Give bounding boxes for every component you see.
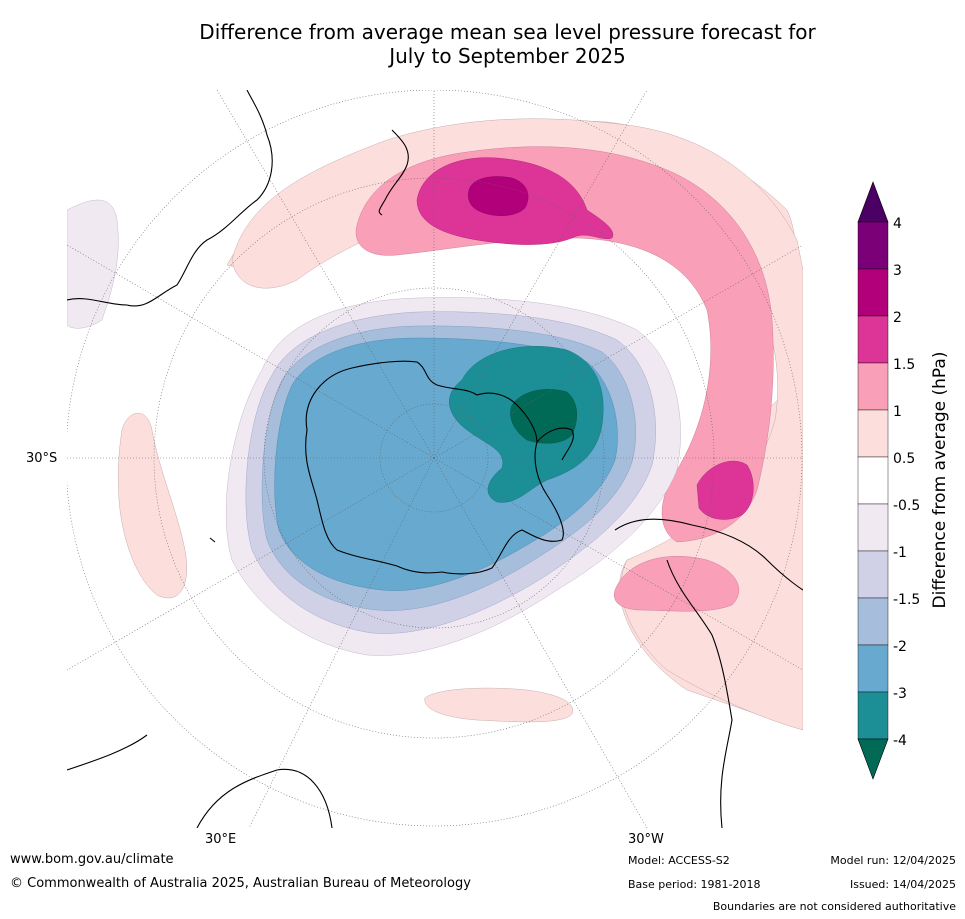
footer-model-run: Model run: 12/04/2025 xyxy=(830,854,956,867)
colorbar-band-3-to-4 xyxy=(857,221,889,270)
positive-anomaly-2.0-region xyxy=(468,176,529,216)
positive-anomaly-0.5-south xyxy=(424,687,573,723)
antarctic-peninsula xyxy=(536,427,574,461)
colorbar-tick-neg-1.5: -1.5 xyxy=(893,592,921,608)
colorbar-extend-bottom xyxy=(857,738,889,780)
colorbar-extend-top xyxy=(857,181,889,223)
footer-url: www.bom.gov.au/climate xyxy=(10,852,174,867)
graticule xyxy=(67,90,803,828)
positive-anomaly-1.5-atlantic xyxy=(696,460,754,520)
colorbar-tick-1.5: 1.5 xyxy=(893,357,916,373)
map-title: Difference from average mean sea level p… xyxy=(0,20,965,68)
footer-copyright: © Commonwealth of Australia 2025, Austra… xyxy=(10,876,471,891)
australia-coast xyxy=(67,90,273,307)
colorbar-tick-neg-4: -4 xyxy=(893,733,907,749)
colorbar-tick-neg-0.5: -0.5 xyxy=(893,498,921,514)
colorbar-band-neg-3-to-neg-4 xyxy=(857,691,889,740)
south-america-coast xyxy=(614,518,803,828)
positive-anomaly-0.5-indian xyxy=(118,412,187,599)
colorbar-band-neg-1-to-neg-1.5 xyxy=(857,550,889,599)
colorbar-tick-4: 4 xyxy=(893,216,902,232)
footer-base-period: Base period: 1981-2018 xyxy=(628,878,761,891)
footer-boundaries: Boundaries are not considered authoritat… xyxy=(712,900,956,913)
colorbar-tick-neg-2: -2 xyxy=(893,639,907,655)
colorbar-band-1.5-to-2 xyxy=(857,315,889,364)
title-line-1: Difference from average mean sea level p… xyxy=(199,20,816,44)
madagascar-coast xyxy=(209,537,216,543)
colorbar-band-neg-1.5-to-neg-2 xyxy=(857,597,889,646)
coastlines xyxy=(67,90,803,828)
colorbar-tick-0.5: 0.5 xyxy=(893,451,916,467)
colorbar-band-1-to-1.5 xyxy=(857,362,889,411)
longitude-label-30e: 30°E xyxy=(205,832,237,847)
footer-issued: Issued: 14/04/2025 xyxy=(849,878,956,891)
colorbar-band-neg-2-to-neg-3 xyxy=(857,644,889,693)
antarctica-coast xyxy=(305,360,564,575)
colorbar-tick-neg-1: -1 xyxy=(893,545,907,561)
colorbar-tick-3: 3 xyxy=(893,263,902,279)
longitude-label-30w: 30°W xyxy=(628,832,664,847)
colorbar-tick-1: 1 xyxy=(893,404,902,420)
colorbar-band-2-to-3 xyxy=(857,268,889,317)
colorbar-tick-2: 2 xyxy=(893,310,902,326)
new-zealand-coast xyxy=(378,129,409,216)
title-line-2: July to September 2025 xyxy=(389,44,626,68)
negative-anomaly-4.0-region xyxy=(510,389,577,444)
pressure-anomaly-map xyxy=(67,90,803,828)
colorbar-band-neg-0.5-to-neg-1 xyxy=(857,503,889,552)
colorbar-tick-neg-3: -3 xyxy=(893,686,907,702)
negative-anomaly-0.5-west xyxy=(67,199,119,329)
africa-coast xyxy=(67,734,333,828)
colorbar-band-neutral xyxy=(857,456,889,505)
footer-model: Model: ACCESS-S2 xyxy=(628,854,730,867)
colorbar xyxy=(857,181,889,780)
latitude-label-30s: 30°S xyxy=(26,451,58,466)
colorbar-label: Difference from average (hPa) xyxy=(930,351,950,609)
positive-anomaly-1.0-samerica xyxy=(614,556,740,612)
colorbar-band-0.5-to-1 xyxy=(857,409,889,458)
